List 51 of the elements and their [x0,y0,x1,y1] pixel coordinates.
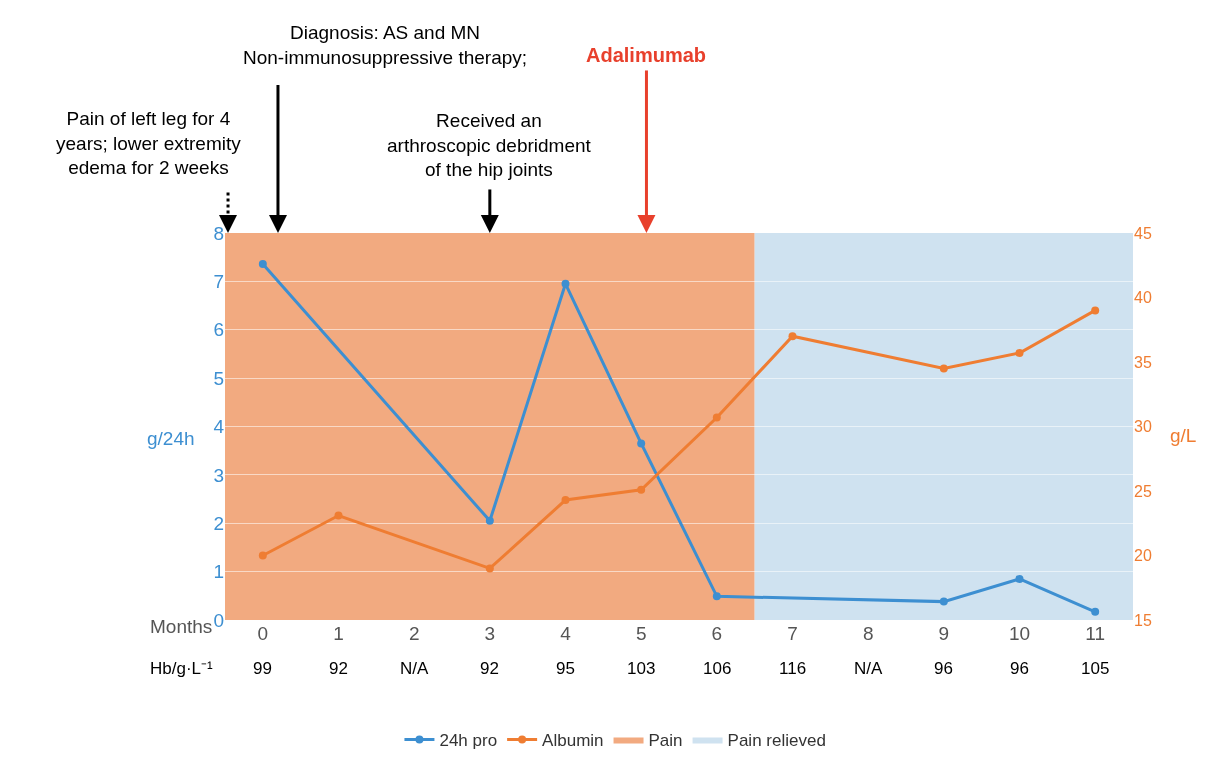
y2-axis-title: g/L [1170,425,1197,446]
text: 96 [934,659,953,678]
y2-tick-label: 15 [1134,611,1152,629]
x-tick-label: 6 [711,623,723,644]
ref-line-label: Pain of left leg for 4 years; lower extremity edema for 2 weeks [56,108,242,179]
y-tick-label: 4 [213,416,225,438]
y2-tick-label: 40 [1134,289,1152,307]
y-tick-label: 6 [213,319,224,341]
y2-tick-label: 20 [1134,547,1152,565]
x-axis-title: Months [150,616,213,637]
y2-tick-label: 25 [1134,482,1152,500]
text: 92 [480,659,499,678]
text: N/A [854,659,883,678]
text: 95 [556,659,575,678]
text: 92 [329,659,348,678]
text: 116 [779,659,807,678]
text: 105 [1081,659,1110,678]
ref-line-label: Received an arthroscopic debridment of the hip joints [387,110,592,181]
legend-label: Pain relieved [727,731,826,751]
x-tick-label: 3 [484,623,496,644]
y-tick-label: 7 [213,271,224,293]
ref-line-label: Adalimumab [586,44,707,66]
legend-label: Pain [648,731,683,751]
text: N/A [400,659,429,678]
x-tick-label: 5 [635,623,647,644]
text: 99 [253,659,272,678]
y-tick-label: 5 [213,367,224,389]
x-tick-label: 0 [257,623,269,644]
x-tick-label: 8 [862,623,874,644]
text: 103 [627,659,656,678]
y-tick-label: 1 [213,561,224,583]
y2-tick-label: 30 [1134,418,1152,436]
text: 106 [703,659,732,678]
legend-label: Albumin [542,731,604,751]
y-tick-label: 3 [213,464,224,486]
y2-tick-label: 35 [1134,353,1152,371]
y2-tick-label: 45 [1134,224,1152,242]
x-tick-label: 9 [938,623,950,644]
x-tick-label: 10 [1008,623,1031,644]
legend-label: 24h pro [439,731,498,751]
text: 96 [1010,659,1029,678]
x-tick-label: 2 [408,623,420,644]
y-tick-label: 8 [213,222,224,244]
ref-line-label: Diagnosis: AS and MN Non-immunosuppressive therapy; [243,22,528,68]
x-tick-label: 1 [333,623,344,644]
x-tick-label: 11 [1085,623,1106,644]
text: Hb/g·L⁻¹ [150,659,214,678]
x-tick-label: 4 [560,623,572,644]
y-tick-label: 2 [213,512,224,534]
x-tick-label: 7 [787,623,798,644]
y-axis-title: g/24h [147,428,195,449]
